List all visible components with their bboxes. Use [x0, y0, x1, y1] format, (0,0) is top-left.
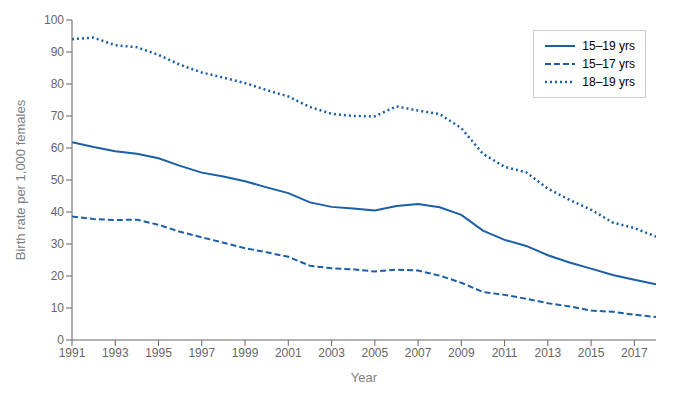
svg-text:70: 70 [51, 109, 65, 123]
svg-text:60: 60 [51, 141, 65, 155]
svg-text:20: 20 [51, 269, 65, 283]
html-text:15–19 yrs: 15–19 yrs [582, 39, 635, 53]
svg-text:90: 90 [51, 45, 65, 59]
svg-text:Year: Year [351, 370, 378, 385]
svg-text:2011: 2011 [492, 346, 518, 360]
svg-text:40: 40 [51, 205, 65, 219]
svg-text:2013: 2013 [535, 346, 562, 360]
svg-text:Birth rate per 1,000 females: Birth rate per 1,000 females [13, 99, 28, 260]
svg-text:1993: 1993 [102, 346, 129, 360]
svg-text:2007: 2007 [405, 346, 432, 360]
svg-text:2005: 2005 [361, 346, 388, 360]
svg-text:2003: 2003 [318, 346, 345, 360]
svg-text:100: 100 [44, 13, 64, 27]
html-text:18–19 yrs: 18–19 yrs [582, 75, 635, 89]
svg-text:1995: 1995 [145, 346, 172, 360]
svg-text:2015: 2015 [578, 346, 605, 360]
svg-text:30: 30 [51, 237, 65, 251]
svg-text:1999: 1999 [232, 346, 259, 360]
svg-text:2017: 2017 [621, 346, 648, 360]
svg-text:10: 10 [51, 301, 65, 315]
svg-text:50: 50 [51, 173, 65, 187]
html-text:15–17 yrs: 15–17 yrs [582, 57, 635, 71]
svg-text:1991: 1991 [59, 346, 86, 360]
svg-text:2009: 2009 [448, 346, 475, 360]
svg-text:0: 0 [57, 333, 64, 347]
svg-text:1997: 1997 [188, 346, 215, 360]
svg-text:80: 80 [51, 77, 65, 91]
svg-text:2001: 2001 [275, 346, 302, 360]
